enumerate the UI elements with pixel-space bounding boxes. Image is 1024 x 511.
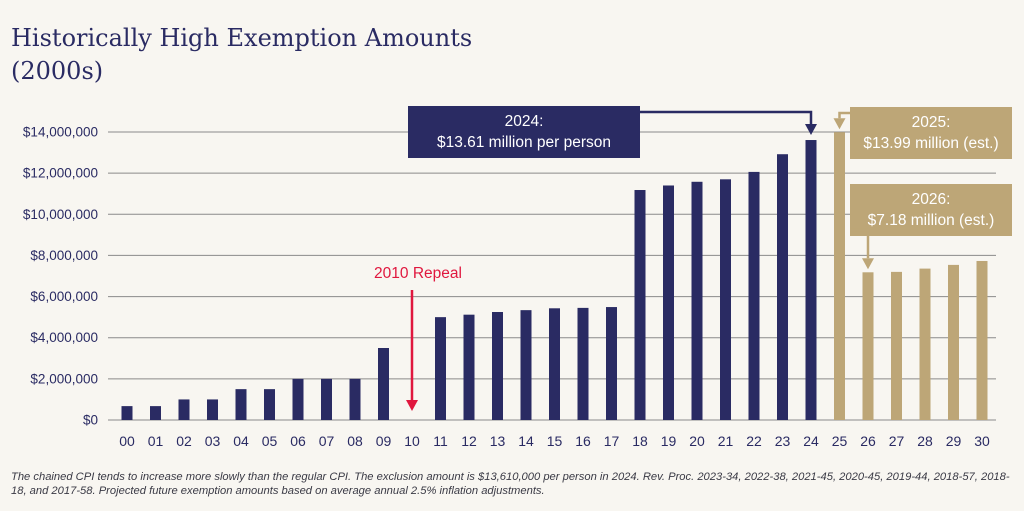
bar-11 — [435, 317, 446, 420]
y-axis-tick-labels: $0 $2,000,000 $4,000,000 $6,000,000 $8,000,0… — [23, 125, 98, 428]
bar-22 — [748, 171, 760, 420]
x-tick-label: 26 — [860, 433, 876, 449]
bar-05 — [264, 389, 275, 420]
bar-17 — [606, 307, 617, 420]
bar-14 — [520, 310, 532, 420]
bar-30 — [976, 260, 988, 420]
x-tick-label: 13 — [490, 433, 506, 449]
bar-24 — [805, 140, 817, 420]
annotation-2024-arrow — [640, 110, 813, 125]
annotation-2010-repeal: 2010 Repeal — [374, 265, 462, 411]
bars — [121, 132, 988, 420]
x-axis-tick-labels: 00 01 02 03 04 05 06 07 08 09 10 11 12 13 14 15 16 17 18 19… — [119, 433, 990, 449]
annotation-2026-arrow — [850, 228, 870, 259]
x-tick-label: 01 — [148, 433, 164, 449]
x-tick-label: 23 — [775, 433, 791, 449]
annotation-2010-repeal-arrowhead — [406, 400, 418, 411]
bar-02 — [178, 399, 190, 420]
annotation-2025-value: $13.99 million (est.) — [863, 135, 998, 152]
annotation-2026-box — [850, 184, 1012, 236]
x-tick-label: 04 — [233, 433, 249, 449]
y-tick-label: $0 — [83, 413, 98, 428]
annotation-2026-label: 2026: — [912, 191, 951, 208]
annotation-2024-label: 2024: — [505, 113, 544, 130]
x-tick-label: 03 — [205, 433, 221, 449]
x-tick-label: 10 — [404, 433, 420, 449]
annotation-2025-box — [850, 107, 1012, 159]
x-tick-label: 05 — [262, 433, 278, 449]
annotation-2024-value: $13.61 million per person — [437, 134, 611, 151]
x-tick-label: 00 — [119, 433, 135, 449]
x-tick-label: 06 — [290, 433, 306, 449]
x-tick-label: 09 — [376, 433, 392, 449]
y-tick-label: $8,000,000 — [30, 248, 98, 263]
bar-07 — [321, 378, 332, 420]
annotation-2025-arrow — [838, 111, 850, 119]
bar-06 — [292, 378, 304, 420]
x-tick-label: 15 — [547, 433, 563, 449]
bar-03 — [207, 399, 218, 420]
bar-09 — [378, 348, 389, 420]
x-tick-label: 18 — [632, 433, 648, 449]
annotation-2025-label: 2025: — [912, 114, 951, 131]
y-tick-label: $2,000,000 — [30, 371, 98, 386]
x-tick-label: 19 — [661, 433, 677, 449]
annotation-2024-box — [408, 106, 640, 158]
x-tick-label: 28 — [917, 433, 933, 449]
bar-20 — [691, 181, 703, 420]
annotation-2010-repeal-label: 2010 Repeal — [374, 265, 462, 282]
bar-18 — [634, 190, 646, 420]
bar-27 — [891, 271, 902, 420]
annotation-2026: 2026: $7.18 million (est.) — [850, 184, 1012, 270]
y-tick-label: $14,000,000 — [23, 125, 98, 140]
bar-16 — [577, 307, 589, 420]
chart-title-line-2: (2000s) — [11, 57, 104, 85]
bar-25 — [834, 132, 845, 420]
x-tick-label: 08 — [347, 433, 363, 449]
x-tick-label: 16 — [575, 433, 591, 449]
x-tick-label: 25 — [832, 433, 848, 449]
bar-26 — [862, 272, 874, 420]
x-tick-label: 27 — [889, 433, 905, 449]
bar-13 — [492, 312, 503, 420]
y-tick-label: $10,000,000 — [23, 207, 98, 222]
x-tick-label: 30 — [974, 433, 990, 449]
y-tick-label: $6,000,000 — [30, 289, 98, 304]
x-tick-label: 02 — [176, 433, 192, 449]
footnote: The chained CPI tends to increase more s… — [11, 471, 1010, 497]
exemption-bar-chart: $0 $2,000,000 $4,000,000 $6,000,000 $8,000,0… — [23, 106, 1012, 449]
bar-00 — [121, 406, 133, 420]
bar-08 — [349, 378, 361, 420]
annotation-2024-arrowhead — [805, 124, 817, 136]
bar-23 — [777, 154, 788, 420]
bar-28 — [919, 268, 931, 420]
x-tick-label: 14 — [518, 433, 534, 449]
x-tick-label: 11 — [433, 433, 448, 449]
x-tick-label: 22 — [746, 433, 762, 449]
annotation-2025: 2025: $13.99 million (est.) — [833, 107, 1012, 159]
annotation-2025-arrowhead — [833, 118, 846, 130]
x-tick-label: 17 — [604, 433, 620, 449]
x-tick-label: 29 — [946, 433, 962, 449]
bar-12 — [463, 314, 475, 420]
chart-title: Historically High Exemption Amounts (200… — [11, 22, 531, 88]
bar-15 — [549, 308, 560, 420]
x-tick-label: 24 — [803, 433, 819, 449]
annotation-2026-value: $7.18 million (est.) — [868, 212, 995, 229]
x-tick-label: 12 — [461, 433, 477, 449]
x-tick-label: 20 — [689, 433, 705, 449]
x-tick-label: 21 — [718, 433, 734, 449]
bar-29 — [948, 264, 959, 420]
annotations: 2024: $13.61 million per person 2025: $1… — [374, 106, 1012, 411]
y-tick-label: $12,000,000 — [23, 166, 98, 181]
x-tick-label: 07 — [319, 433, 335, 449]
bar-01 — [150, 406, 161, 420]
annotation-2024: 2024: $13.61 million per person — [408, 106, 817, 158]
bar-19 — [663, 185, 674, 420]
bar-21 — [720, 179, 731, 420]
bar-04 — [235, 389, 247, 420]
annotation-2026-arrowhead — [862, 258, 874, 270]
y-tick-label: $4,000,000 — [30, 330, 98, 345]
chart-title-line-1: Historically High Exemption Amounts — [11, 24, 473, 52]
